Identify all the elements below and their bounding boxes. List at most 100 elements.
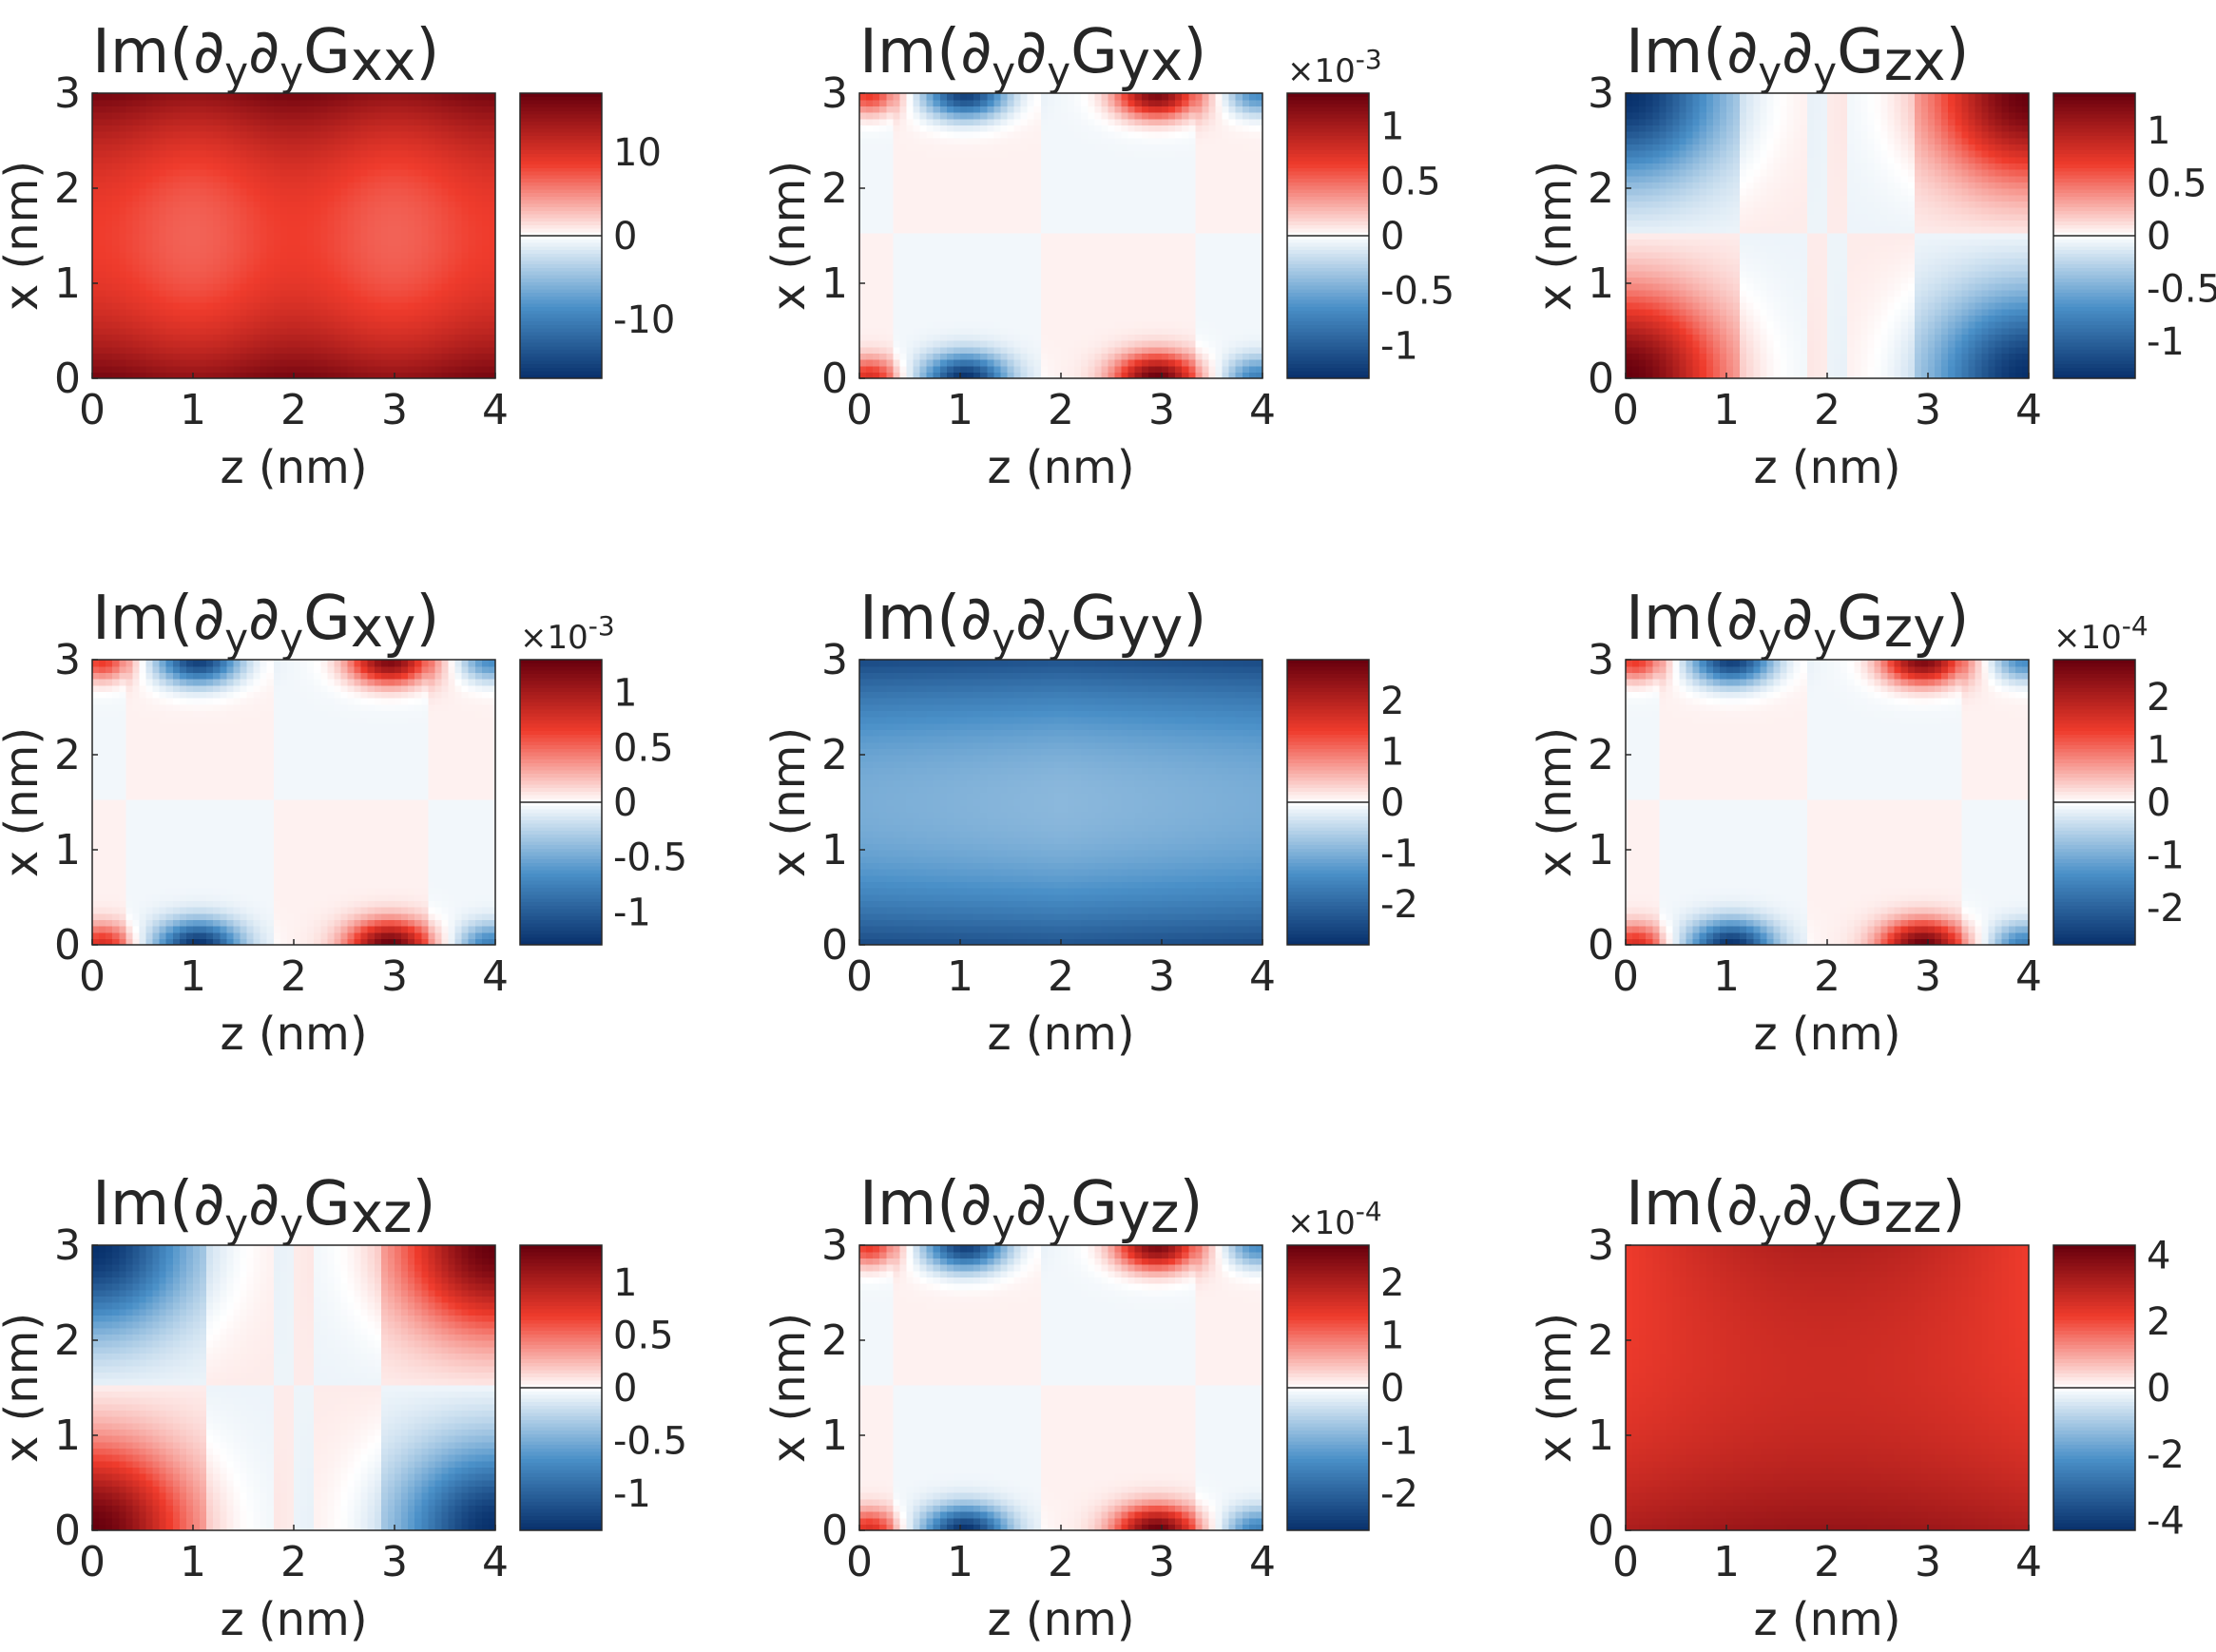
heatmap-cell [1128, 309, 1136, 316]
heatmap-cell [294, 201, 301, 207]
heatmap-cell [886, 176, 894, 182]
heatmap-cell [1074, 157, 1082, 163]
heatmap-cell [893, 328, 900, 335]
heatmap-cell [233, 176, 241, 182]
heatmap-cell [1061, 252, 1069, 259]
heatmap-cell [340, 214, 348, 221]
heatmap-cell [1115, 334, 1123, 340]
heatmap-cell [967, 296, 974, 302]
heatmap-cell [1182, 334, 1189, 340]
heatmap-cell [1142, 245, 1149, 252]
heatmap-cell [947, 353, 954, 359]
heatmap-cell [220, 353, 227, 359]
heatmap-cell [375, 296, 382, 302]
heatmap-cell [449, 258, 456, 264]
heatmap-cell [455, 207, 463, 214]
heatmap-cell [1034, 150, 1042, 157]
heatmap-cell [1135, 144, 1143, 150]
heatmap-cell [334, 131, 341, 138]
heatmap-cell [166, 207, 174, 214]
heatmap-cell [954, 144, 961, 150]
heatmap-cell [274, 214, 281, 221]
heatmap-cell [1088, 169, 1095, 176]
heatmap-cell [375, 283, 382, 290]
heatmap-cell [954, 290, 961, 297]
heatmap-cell [206, 315, 214, 321]
heatmap-cell [340, 366, 348, 373]
heatmap-cell [906, 207, 914, 214]
heatmap-cell [146, 214, 154, 221]
heatmap-cell [160, 277, 167, 283]
heatmap-cell [879, 233, 887, 240]
heatmap-cell [1048, 290, 1055, 297]
heatmap-cell [408, 182, 415, 188]
heatmap-cell [355, 353, 362, 359]
heatmap-cell [980, 258, 988, 264]
colorbar-segment [520, 221, 602, 225]
heatmap-cell [294, 271, 301, 278]
heatmap-cell [914, 150, 921, 157]
heatmap-cell [1000, 201, 1008, 207]
heatmap-cell [934, 125, 941, 131]
heatmap-cell [434, 163, 442, 169]
heatmap-cell [1142, 277, 1149, 283]
heatmap-cell [1101, 119, 1108, 125]
heatmap-cell [355, 106, 362, 112]
heatmap-cell [967, 100, 974, 106]
heatmap-cell [99, 315, 106, 321]
heatmap-cell [893, 353, 900, 359]
heatmap-cell [267, 334, 275, 340]
heatmap-cell [934, 290, 941, 297]
heatmap-cell [307, 176, 315, 182]
heatmap-cell [112, 214, 120, 221]
heatmap-cell [314, 182, 321, 188]
heatmap-cell [960, 334, 968, 340]
heatmap-cell [1028, 283, 1035, 290]
heatmap-cell [1155, 366, 1163, 373]
heatmap-cell [226, 182, 234, 188]
heatmap-cell [1148, 207, 1156, 214]
heatmap-cell [267, 182, 275, 188]
heatmap-cell [1088, 220, 1095, 226]
heatmap-cell [92, 169, 100, 176]
heatmap-cell [1034, 302, 1042, 309]
heatmap-cell [307, 340, 315, 347]
heatmap-cell [375, 315, 382, 321]
heatmap-cell [886, 100, 894, 106]
heatmap-cell [441, 321, 449, 328]
heatmap-cell [361, 157, 369, 163]
heatmap-cell [1028, 93, 1035, 100]
heatmap-cell [213, 271, 221, 278]
heatmap-cell [340, 353, 348, 359]
heatmap-cell [960, 220, 968, 226]
heatmap-cell [914, 100, 921, 106]
heatmap-cell [993, 334, 1001, 340]
heatmap-cell [1108, 214, 1115, 221]
heatmap-cell [927, 252, 935, 259]
heatmap-cell [1108, 239, 1115, 245]
heatmap-cell [200, 321, 207, 328]
colorbar-tick-label: 10 [613, 131, 662, 175]
heatmap-cell [213, 163, 221, 169]
heatmap-cell [226, 125, 234, 131]
heatmap-cell [146, 169, 154, 176]
colorbar-segment [520, 101, 602, 105]
heatmap-cell [92, 233, 100, 240]
heatmap-cell [428, 359, 435, 366]
heatmap-cell [469, 315, 476, 321]
heatmap-cell [1142, 366, 1149, 373]
heatmap-cell [449, 207, 456, 214]
heatmap-cell [361, 258, 369, 264]
heatmap-cell [274, 220, 281, 226]
heatmap-cell [1108, 176, 1115, 182]
heatmap-cell [307, 226, 315, 233]
heatmap-cell [327, 188, 335, 195]
heatmap-cell [327, 239, 335, 245]
heatmap-cell [1000, 264, 1008, 271]
heatmap-cell [287, 188, 295, 195]
x-axis-label: z (nm) [220, 441, 367, 494]
heatmap-cell [1088, 176, 1095, 182]
heatmap-cell [1041, 106, 1049, 112]
heatmap-cell [327, 163, 335, 169]
heatmap-cell [1175, 220, 1183, 226]
